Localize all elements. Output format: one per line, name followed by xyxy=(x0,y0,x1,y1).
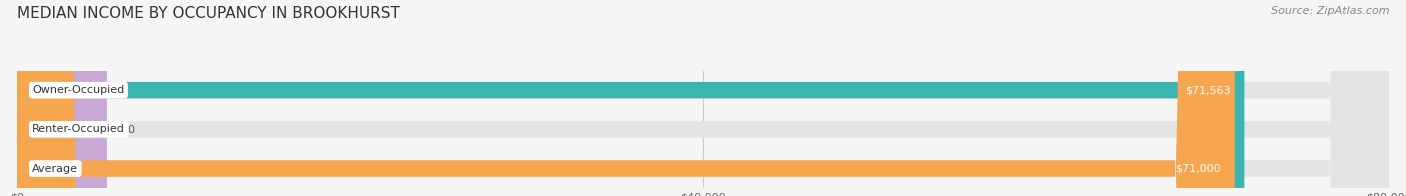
FancyBboxPatch shape xyxy=(17,0,1389,196)
Text: $0: $0 xyxy=(121,124,135,134)
Text: Renter-Occupied: Renter-Occupied xyxy=(32,124,125,134)
Text: Average: Average xyxy=(32,163,79,174)
Text: Owner-Occupied: Owner-Occupied xyxy=(32,85,125,95)
Text: MEDIAN INCOME BY OCCUPANCY IN BROOKHURST: MEDIAN INCOME BY OCCUPANCY IN BROOKHURST xyxy=(17,6,399,21)
Text: $71,563: $71,563 xyxy=(1185,85,1230,95)
FancyBboxPatch shape xyxy=(17,0,1244,196)
Text: $71,000: $71,000 xyxy=(1175,163,1220,174)
FancyBboxPatch shape xyxy=(17,0,1389,196)
FancyBboxPatch shape xyxy=(17,0,107,196)
FancyBboxPatch shape xyxy=(17,0,1389,196)
FancyBboxPatch shape xyxy=(17,0,1234,196)
Text: Source: ZipAtlas.com: Source: ZipAtlas.com xyxy=(1271,6,1389,16)
